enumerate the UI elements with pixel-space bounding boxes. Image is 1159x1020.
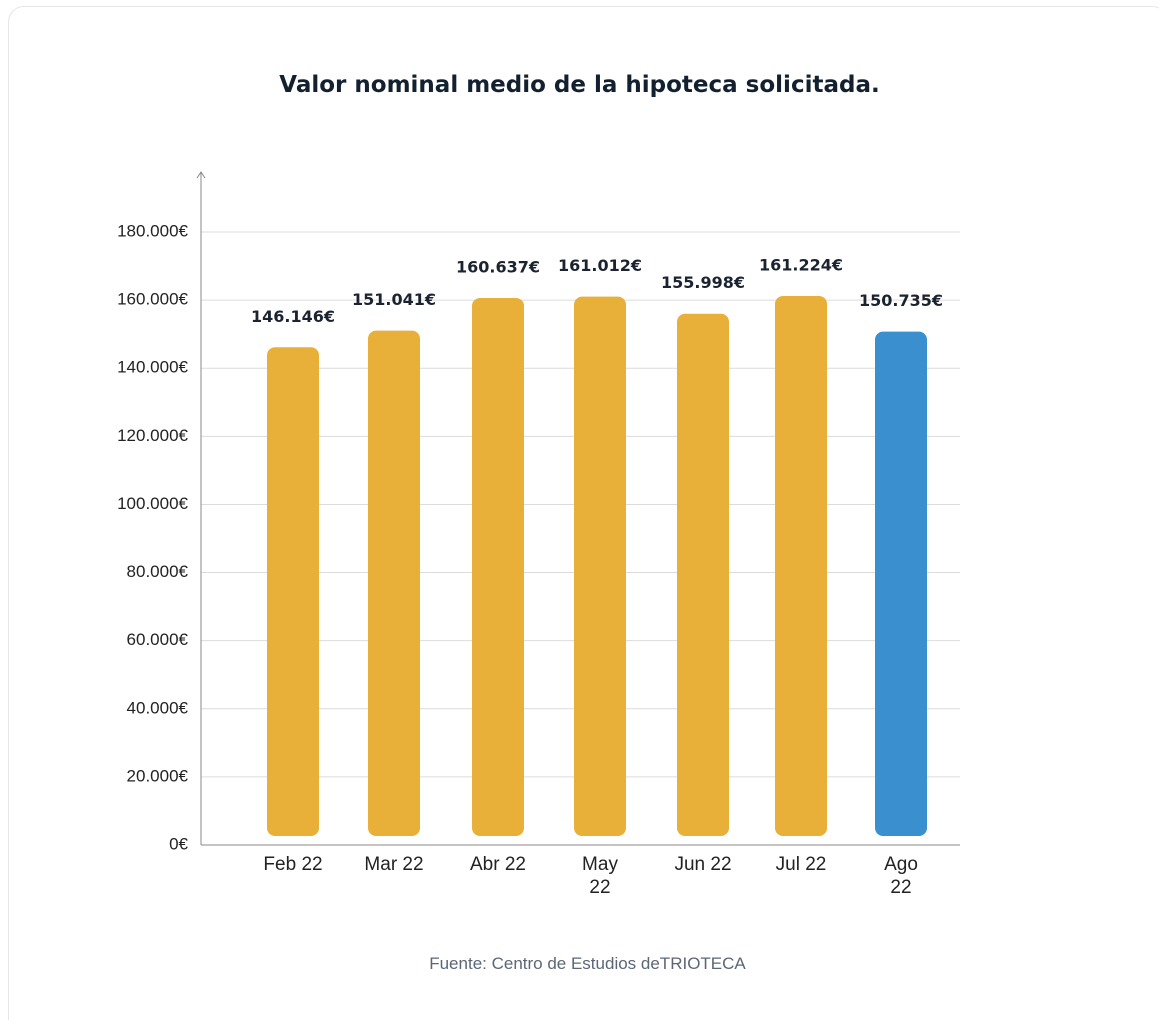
x-tick-label: Ago 22 — [884, 854, 918, 898]
y-tick-label: 60.000€ — [127, 630, 189, 649]
y-tick-label: 80.000€ — [127, 562, 189, 581]
bar — [368, 330, 420, 836]
bar — [267, 347, 319, 836]
card — [8, 6, 1159, 1020]
x-tick-label: May 22 — [582, 854, 618, 898]
value-label: 161.012€ — [558, 256, 642, 275]
y-tick-label: 120.000€ — [117, 426, 188, 445]
x-tick-label: Mar 22 — [364, 854, 424, 875]
chart-title: Valor nominal medio de la hipoteca solic… — [279, 72, 880, 98]
value-label: 160.637€ — [456, 257, 540, 276]
value-label: 161.224€ — [759, 255, 843, 274]
bar — [677, 313, 729, 837]
x-tick-label: Feb 22 — [263, 854, 323, 875]
x-tick-label: Jul 22 — [775, 854, 827, 875]
bar — [775, 295, 827, 836]
source-note: Fuente: Centro de Estudios deTRIOTECA — [429, 954, 746, 973]
y-tick-label: 20.000€ — [127, 766, 189, 785]
value-label: 151.041€ — [352, 290, 436, 309]
bar — [472, 297, 524, 836]
y-tick-label: 160.000€ — [117, 290, 188, 309]
value-label: 155.998€ — [661, 273, 745, 292]
y-tick-label: 0€ — [169, 834, 188, 853]
value-label: 146.146€ — [251, 307, 335, 326]
y-tick-label: 180.000€ — [117, 221, 188, 240]
value-label: 150.735€ — [859, 291, 943, 310]
x-tick-label: Abr 22 — [470, 854, 526, 875]
bar — [574, 296, 626, 837]
y-tick-label: 100.000€ — [117, 494, 188, 513]
y-tick-label: 140.000€ — [117, 358, 188, 377]
axis-arrow — [196, 171, 206, 179]
y-tick-label: 40.000€ — [127, 698, 189, 717]
x-tick-label: Jun 22 — [674, 854, 732, 875]
bar — [875, 331, 927, 836]
